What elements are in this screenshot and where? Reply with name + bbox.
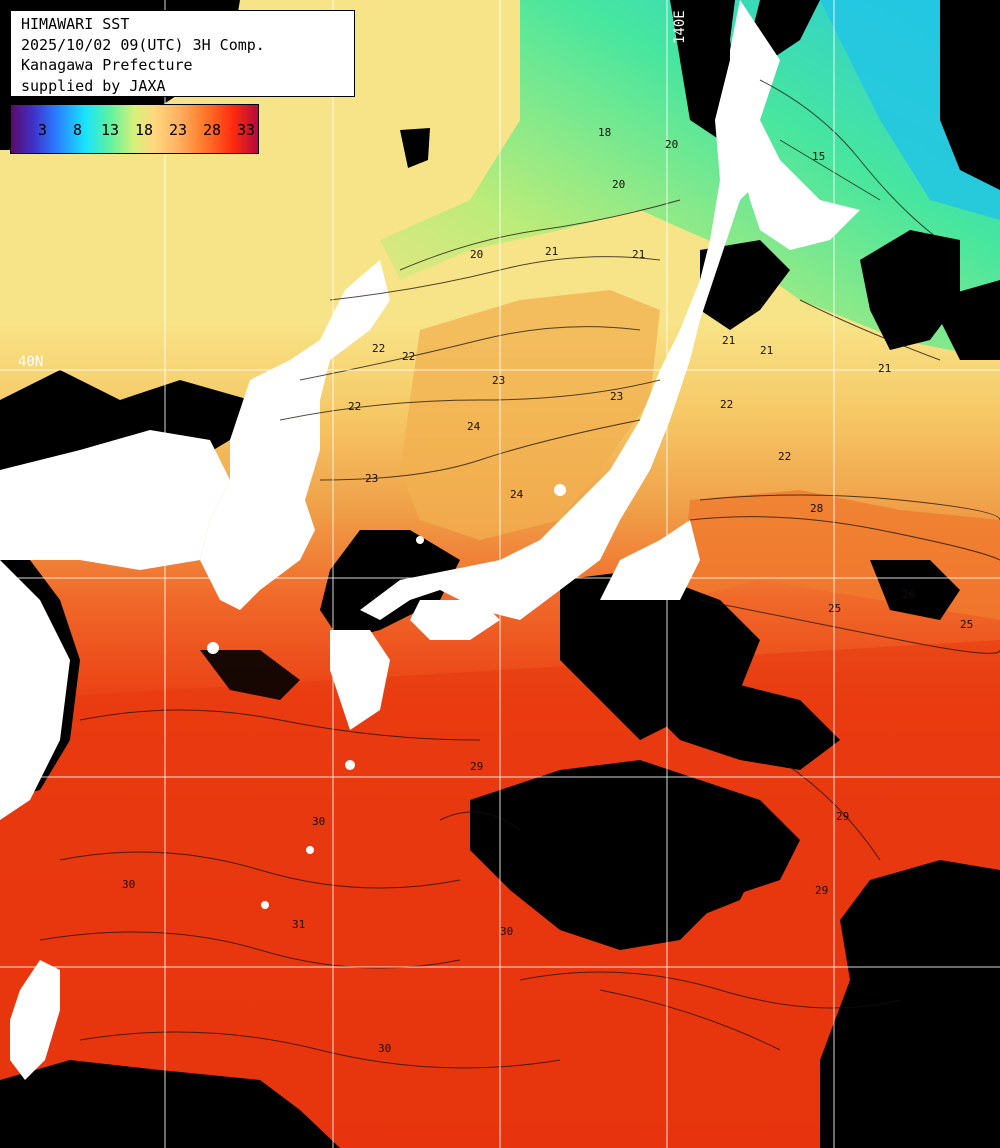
contour-label: 30 [378,1042,391,1055]
contour-label: 26 [902,588,915,601]
legend-label-23: 23 [169,121,188,139]
contour-label: 30 [500,925,513,938]
observation-datetime: 2025/10/02 09(UTC) 3H Comp. [21,35,265,54]
contour-label: 28 [810,502,823,515]
legend-label-28: 28 [203,121,222,139]
contour-label: 22 [372,342,385,355]
contour-label: 25 [828,602,841,615]
contour-label: 23 [610,390,623,403]
cold-water-region [380,0,1000,360]
contour-label: 20 [665,138,678,151]
grid-label-140e: 140E [672,10,688,44]
legend-label-3: 3 [38,121,48,139]
contour-label: 20 [612,178,625,191]
info-panel: HIMAWARI SST 2025/10/02 09(UTC) 3H Comp.… [10,10,355,97]
grid-label-30n: 30N [18,760,43,776]
legend-label-13: 13 [101,121,120,139]
contour-label: 22 [348,400,361,413]
contour-label: 29 [470,760,483,773]
contour-label: 15 [812,150,825,163]
contour-label: 22 [402,350,415,363]
contour-label: 21 [878,362,891,375]
landmass [0,0,860,1080]
contour-label: 20 [470,248,483,261]
tsushima-warm-current [400,290,660,540]
contour-label: 23 [492,374,505,387]
product-title: HIMAWARI SST [21,15,130,33]
contour-label: 21 [722,334,735,347]
contour-label: 30 [122,878,135,891]
grid-label-40n: 40N [18,354,43,370]
contour-label: 30 [312,815,325,828]
contour-label: 29 [815,884,828,897]
contour-label: 23 [365,472,378,485]
contour-label: 18 [598,126,611,139]
contour-label: 25 [960,618,973,631]
credit-line: supplied by JAXA [21,76,166,95]
contour-label: 21 [545,245,558,258]
contour-label: 24 [467,420,481,433]
temperature-color-scale: 3 8 13 18 23 28 33 [10,104,259,154]
contour-label-group: 18 15 20 20 20 21 21 21 21 21 22 22 22 22 22 23 23 23 24 24… [122,126,973,1055]
legend-label-33: 33 [237,121,256,139]
contour-label: 22 [720,398,733,411]
contour-label: 22 [778,450,791,463]
contour-label: 21 [632,248,645,261]
contour-label: 24 [510,488,524,501]
contour-label: 31 [292,918,305,931]
region-name: Kanagawa Prefecture [21,56,193,74]
contour-label: 29 [836,810,849,823]
legend-label-8: 8 [73,121,83,139]
legend-label-18: 18 [135,121,154,139]
contour-label: 21 [760,344,773,357]
